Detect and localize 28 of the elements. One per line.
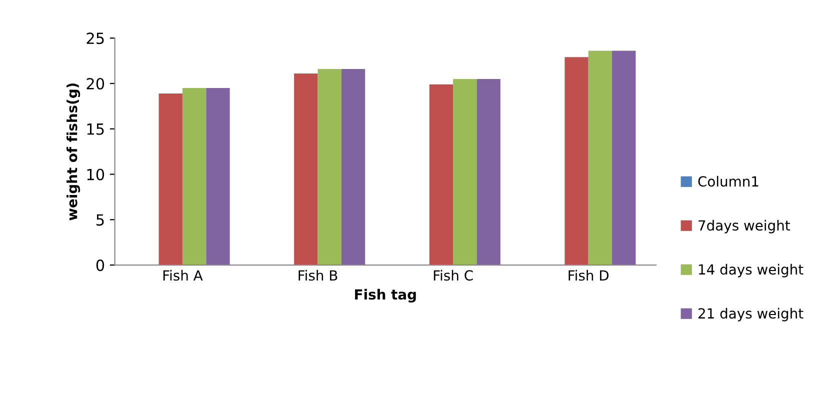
legend-label: Column1 xyxy=(698,176,758,187)
bar xyxy=(612,50,636,266)
x-tick-label: Fish B xyxy=(298,270,338,281)
x-tick-label: Fish D xyxy=(568,270,609,281)
legend-label: 7days weight xyxy=(698,220,790,234)
y-tick-label: 0 xyxy=(96,260,104,272)
bar xyxy=(341,68,366,266)
y-tick-label: 20 xyxy=(86,78,104,90)
legend-label: 14 days weight xyxy=(698,264,804,278)
bar xyxy=(158,93,182,266)
y-tick-label: 5 xyxy=(96,214,104,226)
bar xyxy=(294,74,318,266)
y-tick-label: 25 xyxy=(86,32,104,44)
y-tick-label: 15 xyxy=(87,124,104,135)
y-axis-title: weight of fishs(g) xyxy=(66,83,80,220)
bar xyxy=(453,78,477,266)
bar xyxy=(476,78,500,266)
bar xyxy=(318,68,342,266)
bar xyxy=(206,88,230,266)
bar xyxy=(588,50,612,266)
bar xyxy=(429,84,454,266)
bar xyxy=(182,88,206,266)
bar xyxy=(564,57,588,266)
x-tick-label: Fish A xyxy=(163,270,203,281)
x-tick-label: Fish C xyxy=(434,270,473,281)
x-axis-title: Fish tag xyxy=(355,288,416,302)
legend-label: 21 days weight xyxy=(698,308,804,322)
y-tick-label: 10 xyxy=(87,168,104,180)
